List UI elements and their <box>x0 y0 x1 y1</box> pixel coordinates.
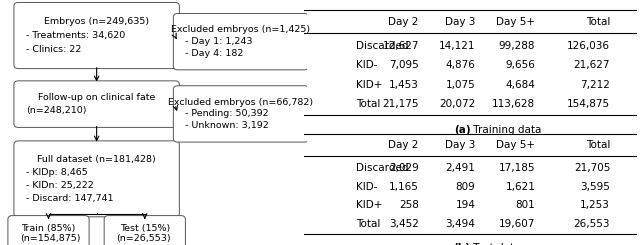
Text: Follow-up on clinical fate: Follow-up on clinical fate <box>38 93 156 102</box>
Text: 801: 801 <box>516 200 535 210</box>
Text: 14,121: 14,121 <box>439 41 476 51</box>
Text: 17,185: 17,185 <box>499 163 535 173</box>
Text: KID-: KID- <box>356 182 377 192</box>
FancyBboxPatch shape <box>14 81 179 127</box>
Text: Day 5+: Day 5+ <box>496 17 535 27</box>
Text: Test data: Test data <box>470 244 521 245</box>
Text: Day 5+: Day 5+ <box>496 140 535 150</box>
Text: 21,705: 21,705 <box>574 163 610 173</box>
FancyBboxPatch shape <box>173 86 308 142</box>
Text: Excluded embryos (n=1,425): Excluded embryos (n=1,425) <box>172 25 310 34</box>
Text: 258: 258 <box>399 200 419 210</box>
Text: 3,452: 3,452 <box>389 219 419 229</box>
Text: 1,253: 1,253 <box>580 200 610 210</box>
Text: 1,165: 1,165 <box>389 182 419 192</box>
Text: - KIDn: 25,222: - KIDn: 25,222 <box>26 181 93 190</box>
Text: Total: Total <box>356 99 380 109</box>
Text: Day 2: Day 2 <box>388 140 419 150</box>
Text: 4,684: 4,684 <box>506 80 535 90</box>
Text: Discarded: Discarded <box>356 41 408 51</box>
Text: 126,036: 126,036 <box>567 41 610 51</box>
Text: Test (15%): Test (15%) <box>120 224 170 233</box>
Text: Train (85%): Train (85%) <box>21 224 76 233</box>
Text: Total: Total <box>586 140 610 150</box>
Text: 2,029: 2,029 <box>389 163 419 173</box>
Text: Total: Total <box>356 219 380 229</box>
Text: (n=154,875): (n=154,875) <box>20 234 81 244</box>
Text: 113,628: 113,628 <box>492 99 535 109</box>
Text: Day 3: Day 3 <box>445 140 476 150</box>
Text: - Discard: 147,741: - Discard: 147,741 <box>26 194 113 203</box>
Text: 19,607: 19,607 <box>499 219 535 229</box>
Text: (b): (b) <box>453 244 470 245</box>
Text: (n=248,210): (n=248,210) <box>26 106 86 115</box>
Text: Embryos (n=249,635): Embryos (n=249,635) <box>44 17 149 26</box>
Text: 9,656: 9,656 <box>506 61 535 70</box>
Text: - Day 4: 182: - Day 4: 182 <box>186 49 244 58</box>
Text: 1,621: 1,621 <box>506 182 535 192</box>
Text: - Unknown: 3,192: - Unknown: 3,192 <box>186 121 269 130</box>
Text: Training data: Training data <box>470 125 542 135</box>
Text: - KIDp: 8,465: - KIDp: 8,465 <box>26 168 88 177</box>
Text: 7,095: 7,095 <box>389 61 419 70</box>
Text: - Pending: 50,392: - Pending: 50,392 <box>186 110 269 118</box>
Text: 12,627: 12,627 <box>382 41 419 51</box>
Text: 809: 809 <box>456 182 476 192</box>
Text: 4,876: 4,876 <box>445 61 476 70</box>
Text: 7,212: 7,212 <box>580 80 610 90</box>
Text: 99,288: 99,288 <box>499 41 535 51</box>
Text: 21,627: 21,627 <box>573 61 610 70</box>
Text: KID+: KID+ <box>356 200 382 210</box>
Text: 1,453: 1,453 <box>389 80 419 90</box>
Text: - Treatments: 34,620: - Treatments: 34,620 <box>26 31 125 40</box>
Text: (a): (a) <box>454 125 470 135</box>
FancyBboxPatch shape <box>14 141 179 217</box>
Text: - Day 1: 1,243: - Day 1: 1,243 <box>186 37 253 46</box>
FancyBboxPatch shape <box>14 2 179 69</box>
FancyBboxPatch shape <box>173 13 308 70</box>
Text: 3,595: 3,595 <box>580 182 610 192</box>
Text: Total: Total <box>586 17 610 27</box>
Text: KID+: KID+ <box>356 80 382 90</box>
Text: Excluded embryos (n=66,782): Excluded embryos (n=66,782) <box>168 98 314 107</box>
FancyBboxPatch shape <box>104 216 186 245</box>
Text: 21,175: 21,175 <box>382 99 419 109</box>
Text: KID-: KID- <box>356 61 377 70</box>
Text: 194: 194 <box>456 200 476 210</box>
Text: 1,075: 1,075 <box>445 80 476 90</box>
Text: Day 2: Day 2 <box>388 17 419 27</box>
Text: Day 3: Day 3 <box>445 17 476 27</box>
Text: 154,875: 154,875 <box>567 99 610 109</box>
Text: 26,553: 26,553 <box>573 219 610 229</box>
Text: 2,491: 2,491 <box>445 163 476 173</box>
Text: 20,072: 20,072 <box>439 99 476 109</box>
FancyBboxPatch shape <box>8 216 89 245</box>
Text: - Clinics: 22: - Clinics: 22 <box>26 45 81 54</box>
Text: Discarded: Discarded <box>356 163 408 173</box>
Text: Full dataset (n=181,428): Full dataset (n=181,428) <box>37 155 156 164</box>
Text: 3,494: 3,494 <box>445 219 476 229</box>
Text: (n=26,553): (n=26,553) <box>116 234 171 244</box>
